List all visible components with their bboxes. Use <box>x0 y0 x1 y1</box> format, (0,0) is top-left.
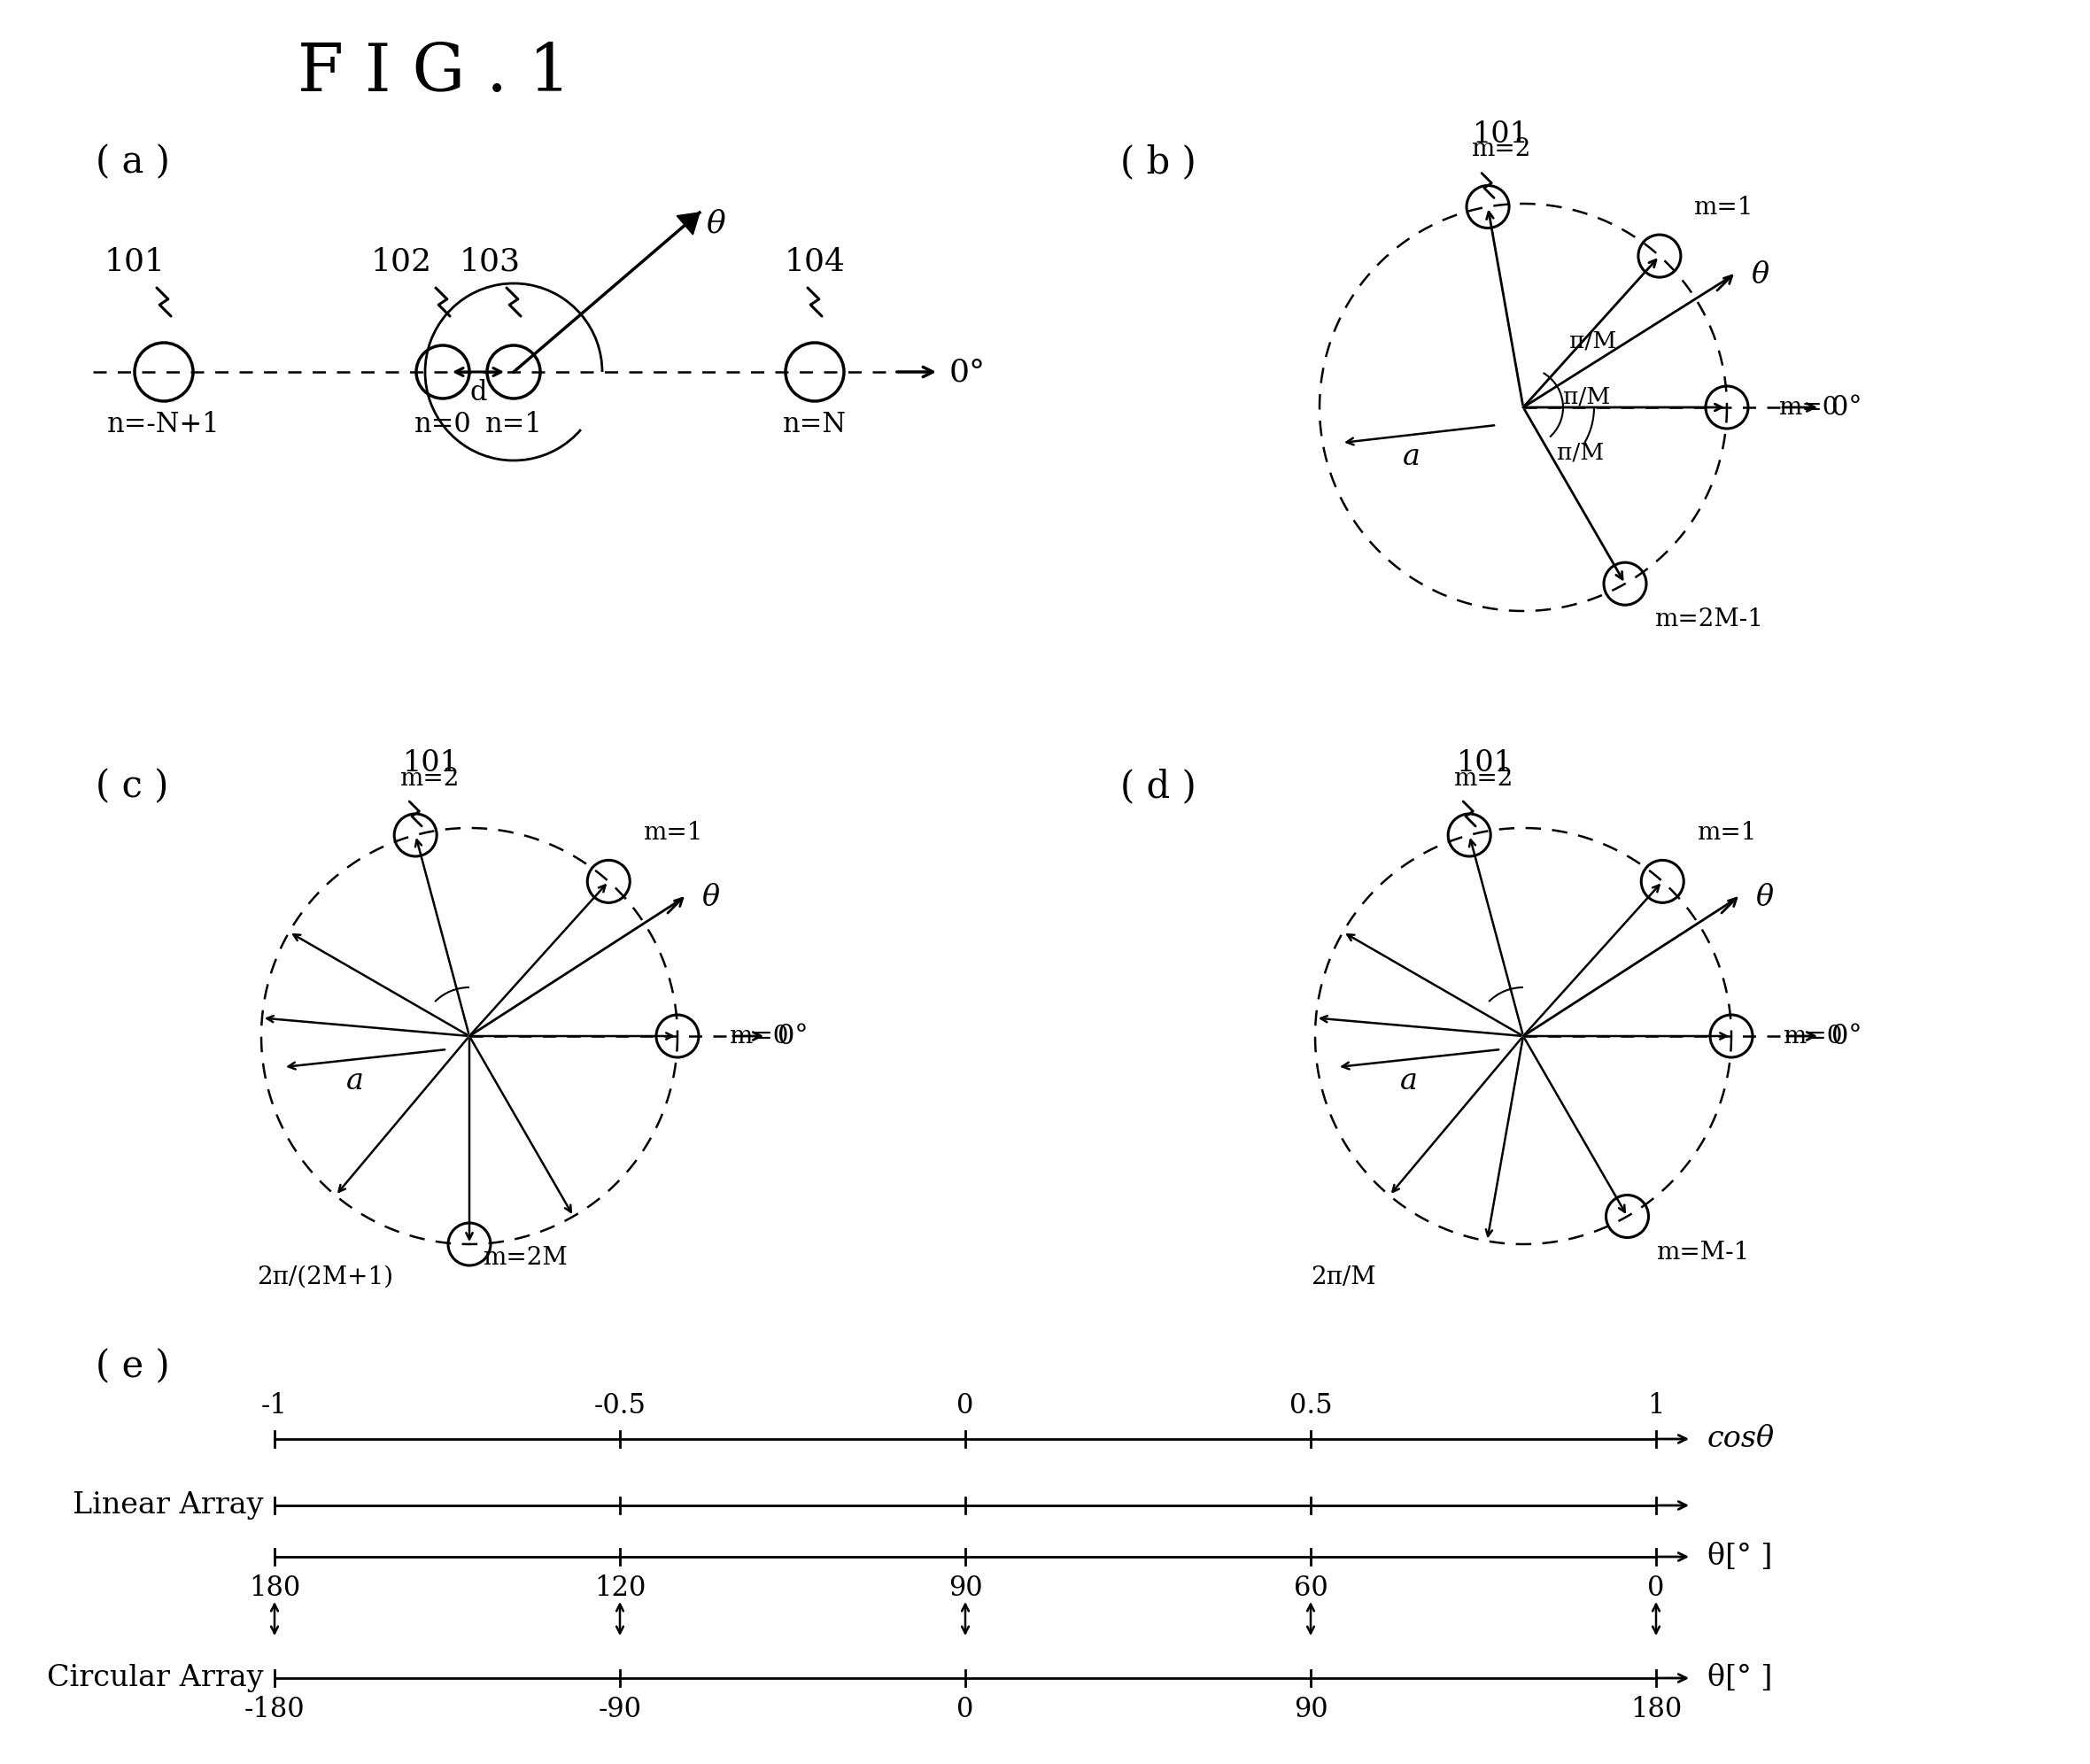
Text: 180: 180 <box>249 1575 301 1602</box>
Text: θ[° ]: θ[° ] <box>1708 1542 1772 1572</box>
Text: n=0: n=0 <box>414 411 472 437</box>
Text: π/M: π/M <box>1557 441 1605 464</box>
Text: m=0: m=0 <box>729 1025 788 1048</box>
Text: 0: 0 <box>1647 1575 1664 1602</box>
Text: m=1: m=1 <box>1693 196 1754 219</box>
Text: Circular Array: Circular Array <box>48 1663 263 1692</box>
Text: 60: 60 <box>1294 1575 1327 1602</box>
Text: 101: 101 <box>104 247 165 277</box>
Text: m=2: m=2 <box>1453 767 1513 790</box>
Text: ( e ): ( e ) <box>96 1348 169 1385</box>
Text: 0°: 0° <box>1831 393 1862 422</box>
Text: m=2M: m=2M <box>483 1245 568 1270</box>
Text: θ: θ <box>706 208 725 238</box>
Text: 90: 90 <box>1294 1695 1327 1723</box>
Text: a: a <box>347 1067 364 1095</box>
Text: θ[° ]: θ[° ] <box>1708 1663 1772 1692</box>
Text: 101: 101 <box>403 750 460 778</box>
Text: m=2: m=2 <box>1471 138 1532 161</box>
Text: ( b ): ( b ) <box>1120 143 1195 180</box>
Text: -180: -180 <box>245 1695 305 1723</box>
Text: cosθ: cosθ <box>1708 1425 1774 1454</box>
Text: 90: 90 <box>949 1575 982 1602</box>
Text: ( d ): ( d ) <box>1120 767 1195 804</box>
Text: m=1: m=1 <box>644 820 702 845</box>
Text: a: a <box>1400 1067 1417 1095</box>
Text: -0.5: -0.5 <box>594 1392 646 1420</box>
Text: d: d <box>470 379 487 406</box>
Text: ( c ): ( c ) <box>96 767 169 804</box>
Text: Linear Array: Linear Array <box>73 1491 263 1519</box>
Text: a: a <box>1402 443 1419 471</box>
Text: 180: 180 <box>1630 1695 1682 1723</box>
Text: 101: 101 <box>1457 750 1513 778</box>
Text: 1: 1 <box>1647 1392 1666 1420</box>
Text: 0: 0 <box>957 1695 974 1723</box>
Text: 0: 0 <box>957 1392 974 1420</box>
Text: 0.5: 0.5 <box>1290 1392 1331 1420</box>
Text: m=0: m=0 <box>1783 1025 1843 1048</box>
Text: n=-N+1: n=-N+1 <box>107 411 219 437</box>
Text: m=2M-1: m=2M-1 <box>1655 609 1764 632</box>
Text: m=1: m=1 <box>1697 820 1756 845</box>
Text: 2π/(2M+1): 2π/(2M+1) <box>257 1265 393 1289</box>
Text: 2π/M: 2π/M <box>1310 1265 1375 1289</box>
Text: n=1: n=1 <box>485 411 543 437</box>
Text: 103: 103 <box>460 247 520 277</box>
Text: 0°: 0° <box>777 1023 809 1050</box>
Text: ( a ): ( a ) <box>96 143 169 180</box>
Text: 101: 101 <box>1473 122 1530 150</box>
Text: -90: -90 <box>598 1695 642 1723</box>
Text: m=0: m=0 <box>1779 395 1837 420</box>
Text: m=2: m=2 <box>399 767 460 790</box>
Text: 0°: 0° <box>1831 1023 1862 1050</box>
Text: θ: θ <box>702 884 719 912</box>
Text: -1: -1 <box>261 1392 288 1420</box>
Text: 104: 104 <box>784 247 844 277</box>
Text: θ: θ <box>1756 884 1772 912</box>
Text: F I G . 1: F I G . 1 <box>297 41 571 104</box>
Text: 102: 102 <box>370 247 433 277</box>
Text: m=M-1: m=M-1 <box>1657 1240 1749 1265</box>
Text: n=N: n=N <box>784 411 846 437</box>
Text: 0°: 0° <box>949 356 986 386</box>
Polygon shape <box>677 212 700 235</box>
Text: 120: 120 <box>594 1575 646 1602</box>
Text: π/M: π/M <box>1563 385 1609 407</box>
Text: π/M: π/M <box>1570 330 1616 351</box>
Text: θ: θ <box>1751 261 1768 289</box>
